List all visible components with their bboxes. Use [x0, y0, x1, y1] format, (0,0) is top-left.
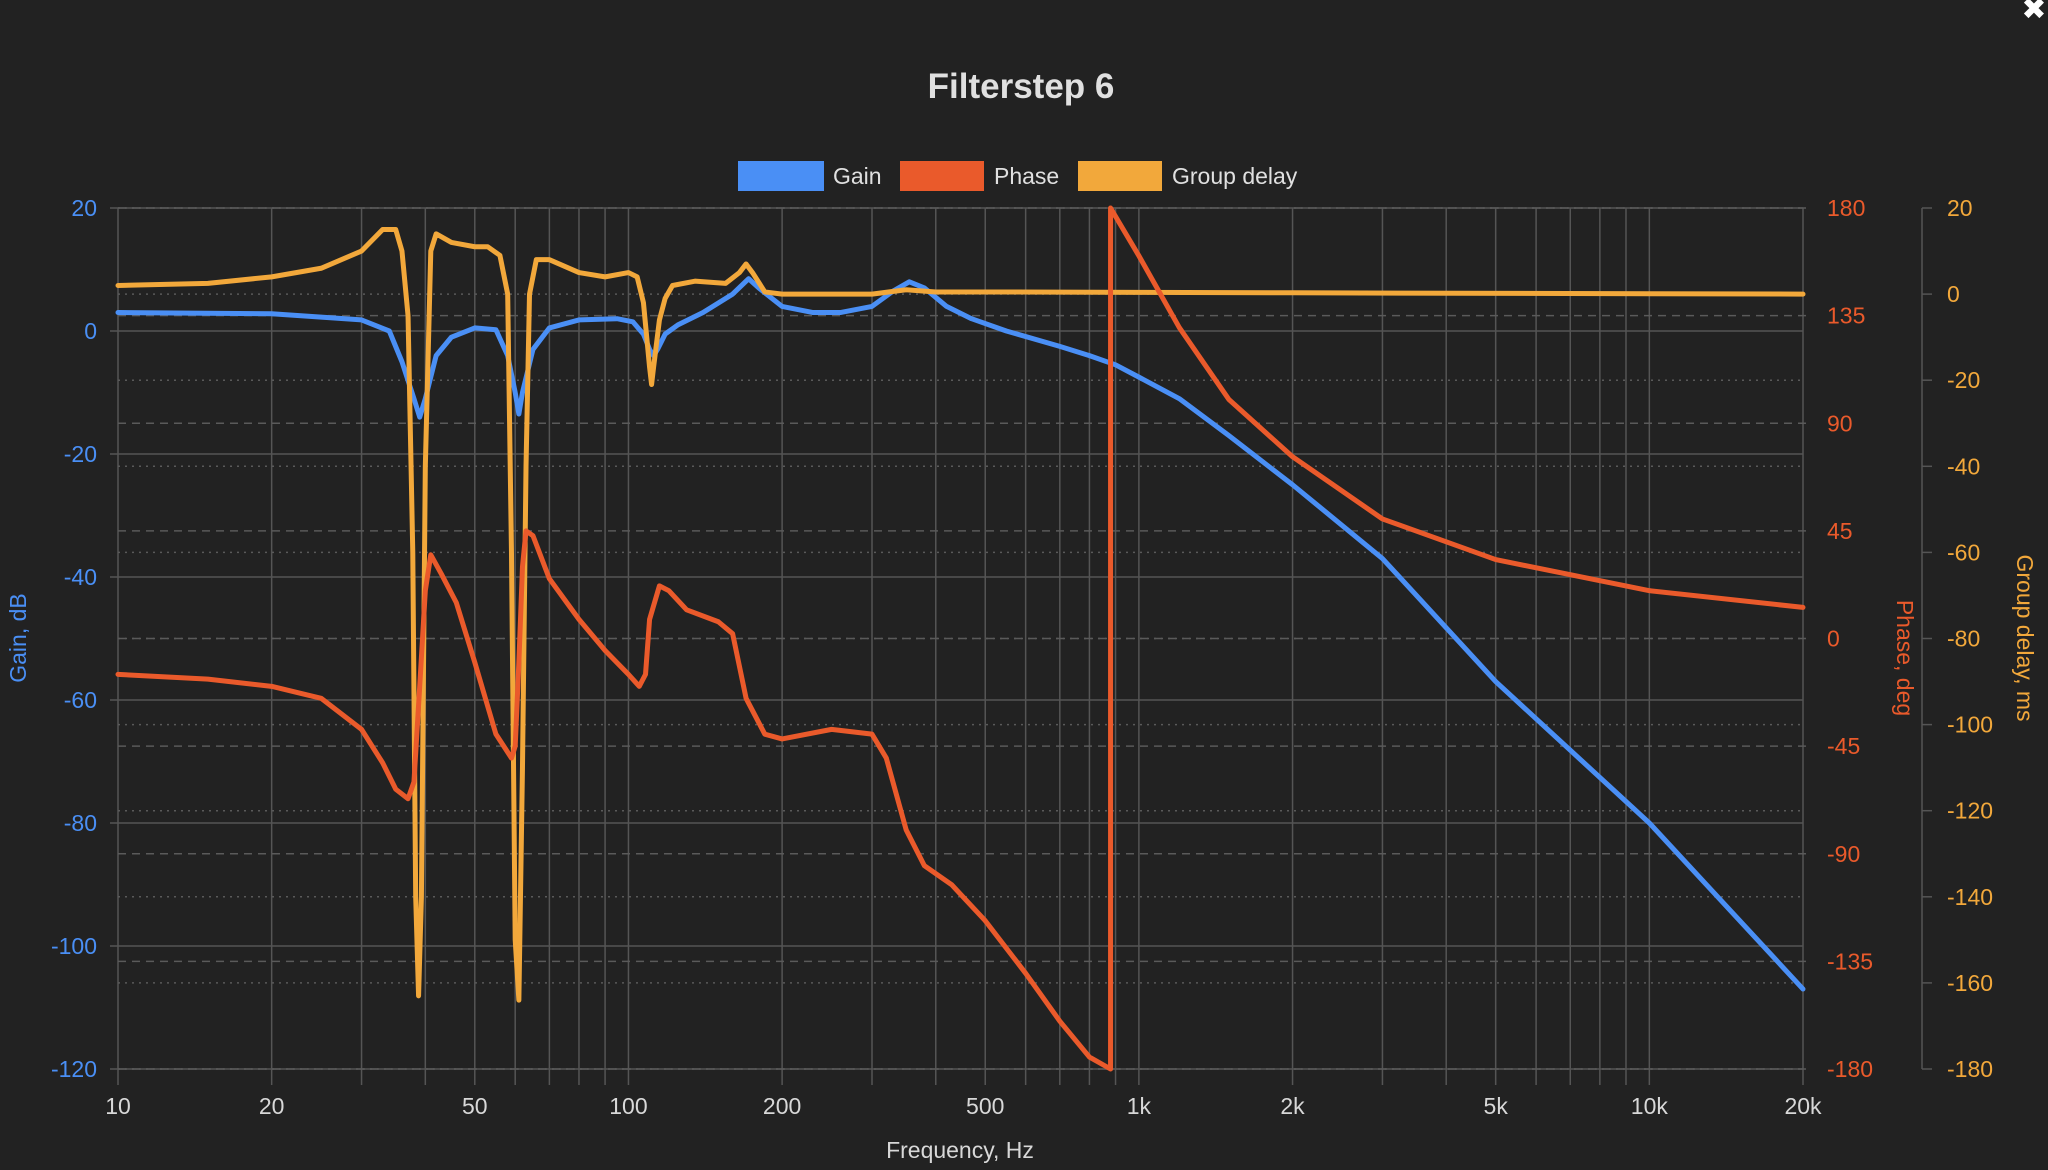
series-layer [115, 205, 1806, 1072]
delay-tick-label: 20 [1947, 195, 1973, 221]
series-line-phase [115, 205, 1806, 1072]
phase-tick-label: -45 [1827, 733, 1860, 759]
chart-title: Filterstep 6 [928, 67, 1115, 106]
delay-tick-label: -20 [1947, 367, 1980, 393]
grid [110, 207, 1811, 1085]
delay-tick-label: -180 [1947, 1056, 1993, 1082]
legend-swatch [900, 161, 984, 191]
gain-tick-label: -20 [64, 441, 97, 467]
legend-item-phase[interactable]: Phase [900, 161, 1059, 191]
phase-tick-label: 0 [1827, 626, 1840, 652]
x-tick-label: 10 [105, 1093, 131, 1119]
gain-tick-label: -100 [51, 933, 97, 959]
gain-tick-label: -60 [64, 687, 97, 713]
phase-tick-label: 90 [1827, 410, 1853, 436]
x-tick-label: 5k [1484, 1093, 1509, 1119]
legend-label: Phase [994, 163, 1059, 189]
phase-axis-label: Phase, deg [1892, 600, 1918, 716]
x-tick-label: 200 [763, 1093, 801, 1119]
legend-label: Gain [833, 163, 882, 189]
gain-axis-label: Gain, dB [5, 593, 31, 683]
gain-tick-label: -120 [51, 1056, 97, 1082]
phase-tick-label: 135 [1827, 303, 1865, 329]
phase-tick-label: 180 [1827, 195, 1865, 221]
legend-swatch [738, 161, 824, 191]
x-tick-label: 500 [966, 1093, 1004, 1119]
x-tick-label: 20 [259, 1093, 285, 1119]
phase-tick-label: -90 [1827, 841, 1860, 867]
delay-tick-label: -120 [1947, 798, 1993, 824]
series-line-gain [115, 276, 1806, 992]
gain-tick-label: -40 [64, 564, 97, 590]
delay-tick-label: -40 [1947, 453, 1980, 479]
delay-tick-label: 0 [1947, 281, 1960, 307]
legend[interactable]: Gain Phase Group delay [738, 161, 1298, 191]
legend-item-gain[interactable]: Gain [738, 161, 882, 191]
gain-tick-label: 0 [84, 318, 97, 344]
x-tick-label: 50 [462, 1093, 488, 1119]
legend-label: Group delay [1172, 163, 1298, 189]
delay-tick-label: -100 [1947, 712, 1993, 738]
legend-swatch [1078, 161, 1162, 191]
delay-tick-label: -80 [1947, 626, 1980, 652]
delay-tick-label: -160 [1947, 970, 1993, 996]
delay-tick-label: -60 [1947, 539, 1980, 565]
close-icon[interactable]: ✖ [2021, 0, 2047, 26]
gain-tick-label: 20 [71, 195, 97, 221]
phase-tick-label: 45 [1827, 518, 1853, 544]
gain-tick-label: -80 [64, 810, 97, 836]
phase-tick-label: -180 [1827, 1056, 1873, 1082]
x-tick-label: 10k [1631, 1093, 1669, 1119]
x-axis-label: Frequency, Hz [886, 1137, 1034, 1163]
legend-item-group-delay[interactable]: Group delay [1078, 161, 1298, 191]
x-tick-label: 100 [609, 1093, 647, 1119]
delay-tick-label: -140 [1947, 884, 1993, 910]
phase-tick-label: -135 [1827, 948, 1873, 974]
x-tick-label: 1k [1127, 1093, 1152, 1119]
delay-axis-label: Group delay, ms [2012, 554, 2038, 721]
x-tick-label: 2k [1280, 1093, 1305, 1119]
x-tick-label: 20k [1784, 1093, 1822, 1119]
series-line-group-delay [115, 227, 1806, 1003]
